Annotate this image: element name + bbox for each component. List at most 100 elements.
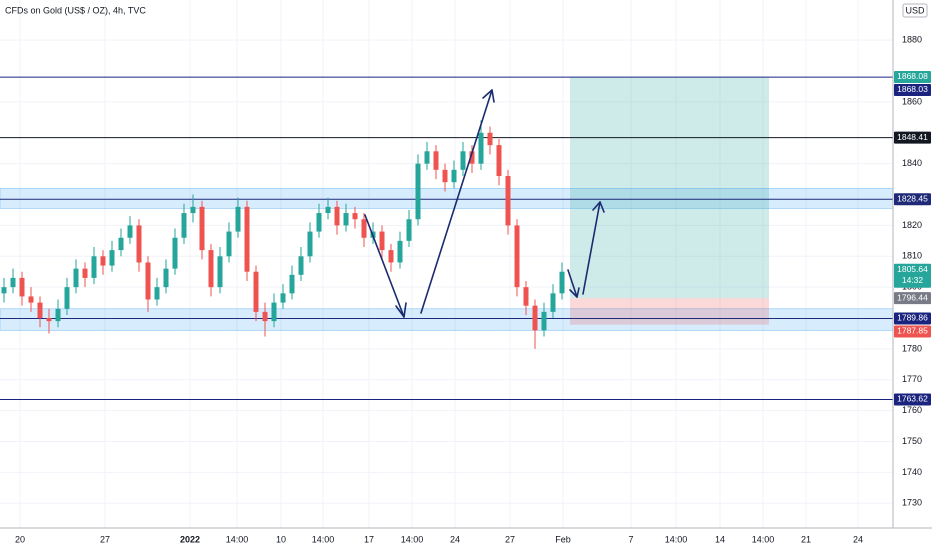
candle-body — [487, 132, 493, 146]
price-label-bg — [894, 131, 931, 144]
x-tick-label: 14:00 — [401, 534, 424, 544]
candle-body — [415, 163, 421, 220]
x-tick-label: 14:00 — [665, 534, 688, 544]
candle-body — [235, 206, 241, 232]
arrow-head — [569, 287, 580, 298]
candle-body — [424, 151, 430, 164]
candle-body — [505, 176, 511, 226]
candle-body — [316, 213, 322, 232]
candle-body — [82, 268, 88, 278]
y-tick-label: 1750 — [902, 436, 922, 446]
candle-body — [469, 151, 475, 164]
y-tick-label: 1770 — [902, 374, 922, 384]
x-tick-label: 14:00 — [226, 534, 249, 544]
currency-box[interactable] — [902, 3, 928, 18]
candle-body — [19, 277, 25, 297]
x-tick-label: 10 — [276, 534, 286, 544]
candle-body — [46, 318, 52, 322]
price-label: 1868.08 — [897, 71, 928, 81]
candle-body — [343, 213, 349, 226]
y-tick-label: 1760 — [902, 405, 922, 415]
candle-body — [64, 287, 70, 309]
x-tick-label: Feb — [555, 534, 571, 544]
price-label: 1848.41 — [897, 132, 928, 142]
candle-body — [361, 219, 367, 238]
time-axis-bg — [0, 528, 932, 550]
plot-layer — [1, 120, 565, 349]
price-label-bg — [894, 393, 931, 406]
candle-body — [163, 268, 169, 288]
candle-body — [496, 145, 502, 176]
y-tick-label: 1730 — [902, 498, 922, 508]
price-label-bg — [894, 292, 931, 305]
price-label: 1828.45 — [897, 194, 928, 204]
candle-body — [406, 219, 412, 241]
y-tick-label: 1880 — [902, 35, 922, 45]
x-tick-label: 7 — [628, 534, 633, 544]
candle-body — [478, 132, 484, 164]
price-label-bg — [894, 193, 931, 206]
chart-title: CFDs on Gold (US$ / OZ), 4h, TVC — [5, 5, 146, 15]
candle-body — [154, 287, 160, 300]
candle-body — [208, 250, 214, 288]
target-zone — [570, 76, 769, 299]
candle-body — [334, 206, 340, 226]
price-label: 1805.64 — [897, 264, 928, 274]
arrow-head — [592, 201, 605, 213]
candle-body — [55, 308, 61, 322]
x-tick-label: 17 — [364, 534, 374, 544]
candle-body — [550, 293, 556, 312]
price-label: 1763.62 — [897, 394, 928, 404]
countdown: 14:32 — [902, 275, 924, 285]
candle-body — [280, 293, 286, 303]
y-tick-label: 1820 — [902, 220, 922, 230]
candle-body — [379, 231, 385, 251]
candle-body — [145, 262, 151, 300]
arrow — [364, 214, 405, 318]
candle-body — [388, 250, 394, 263]
stop-zone — [570, 298, 769, 325]
candle-body — [1, 287, 7, 294]
y-tick-label: 1860 — [902, 96, 922, 106]
price-label: 1789.86 — [897, 313, 928, 323]
candle-body — [532, 305, 538, 331]
candle-body — [397, 240, 403, 263]
y-tick-label: 1840 — [902, 158, 922, 168]
y-tick-label: 1810 — [902, 251, 922, 261]
candle-body — [514, 225, 520, 288]
price-label: 1787.85 — [897, 326, 928, 336]
candle-body — [127, 225, 133, 238]
candle-body — [433, 151, 439, 170]
x-tick-label: 14 — [715, 534, 725, 544]
candle-body — [172, 237, 178, 269]
currency: USD — [905, 5, 925, 15]
price-label-bg — [894, 83, 931, 96]
x-tick-label: 27 — [100, 534, 110, 544]
candle-body — [541, 311, 547, 331]
candle-body — [100, 256, 106, 266]
candle-body — [289, 274, 295, 294]
candle-body — [118, 237, 124, 251]
candle-body — [73, 268, 79, 288]
candle-body — [181, 213, 187, 238]
candle-body — [442, 169, 448, 183]
x-tick-label: 27 — [505, 534, 515, 544]
candle-body — [10, 277, 16, 288]
arrow — [582, 201, 601, 295]
arrow-head — [395, 302, 407, 318]
x-tick-label: 14:00 — [752, 534, 775, 544]
candle-body — [109, 250, 115, 266]
candle-body — [91, 256, 97, 278]
candle-body — [352, 213, 358, 220]
candle-body — [253, 271, 259, 312]
y-tick-label: 1780 — [902, 343, 922, 353]
arrow — [567, 269, 578, 298]
candle-body — [307, 231, 313, 257]
x-tick-label: 24 — [853, 534, 863, 544]
candle-body — [28, 296, 34, 303]
arrow — [420, 89, 493, 314]
arrow-head — [482, 89, 495, 103]
